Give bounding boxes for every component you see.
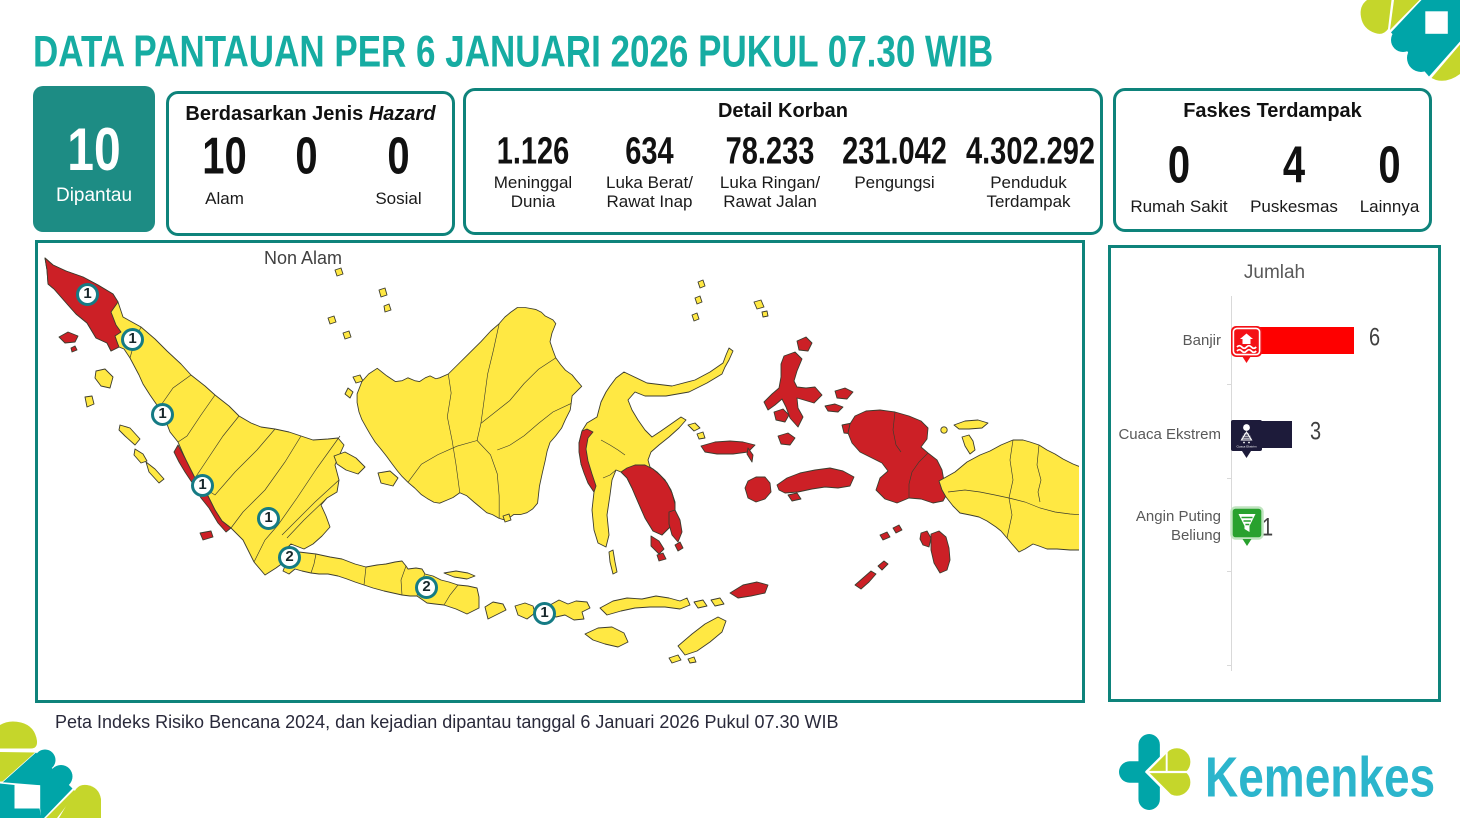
svg-text:Cuaca Ekstrim: Cuaca Ekstrim xyxy=(1236,445,1257,449)
